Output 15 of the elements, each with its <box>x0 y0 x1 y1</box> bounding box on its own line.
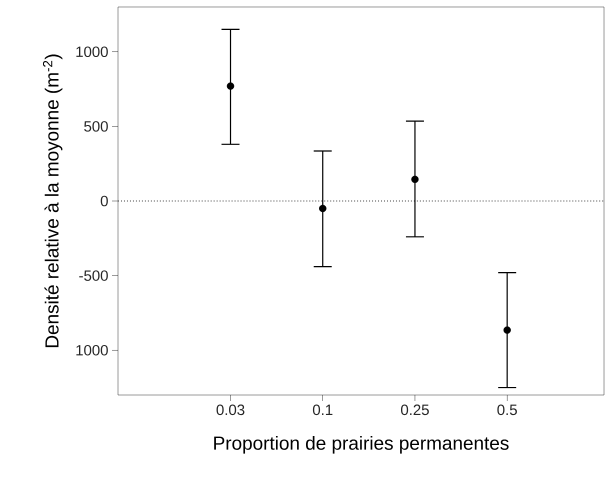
x-tick-label: 0.03 <box>216 404 244 416</box>
y-tick-label: 0 <box>100 196 108 206</box>
point <box>226 82 234 90</box>
y-tick-label: 1000 <box>76 46 108 58</box>
x-tick-label: 0.25 <box>400 404 429 416</box>
point <box>411 176 419 184</box>
x-tick-label: 0.5 <box>497 404 517 416</box>
x-tick-label: 0.1 <box>312 404 332 416</box>
point <box>319 204 326 212</box>
y-tick-label: -500 <box>79 270 108 281</box>
y-tick-label: 500 <box>84 121 108 132</box>
y-axis-title: Densité relative à la moyonne (m$^{-2}$) <box>42 54 62 348</box>
point <box>503 326 511 334</box>
x-axis-title: Proportion de prairies permanentes <box>214 436 509 454</box>
y-tick-label: 1000 <box>76 344 108 356</box>
